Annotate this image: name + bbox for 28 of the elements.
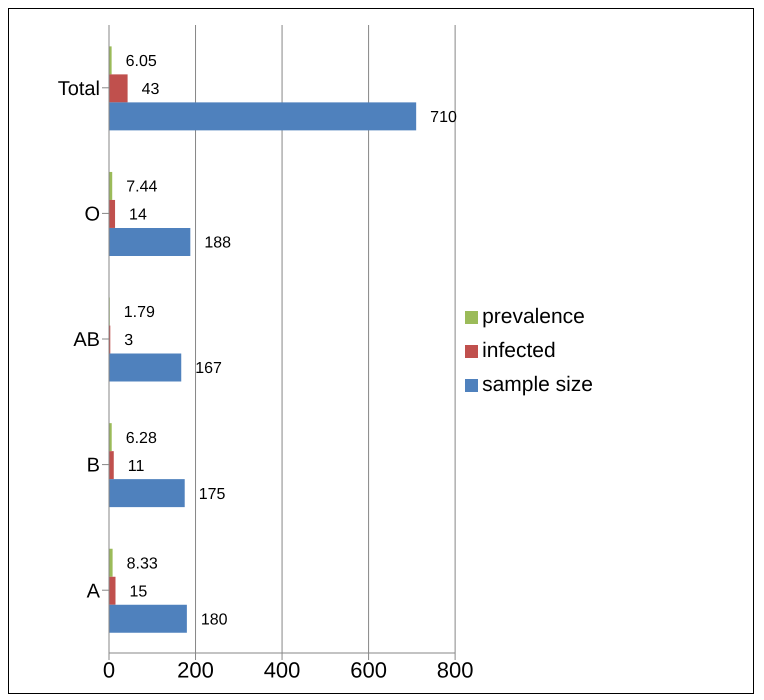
- y-tick-label: B: [86, 454, 100, 477]
- data-label: 188: [204, 234, 232, 252]
- data-label: 7.44: [126, 178, 158, 196]
- data-label: 175: [198, 486, 226, 503]
- legend-label: prevalence: [482, 305, 585, 328]
- data-label: 180: [200, 611, 228, 628]
- x-tick-label: 800: [436, 658, 474, 683]
- data-label: 3: [124, 332, 134, 350]
- data-label: 6.28: [126, 430, 157, 447]
- x-tick-label: 0: [102, 658, 116, 683]
- x-tick-label: 200: [177, 658, 214, 683]
- x-tick-label: 400: [264, 658, 300, 683]
- data-label: 15: [129, 583, 148, 600]
- data-label: 43: [142, 81, 160, 98]
- y-tick-label: A: [86, 580, 101, 602]
- data-label: 14: [129, 206, 147, 224]
- data-label: 6.05: [126, 53, 157, 70]
- y-tick-label: O: [84, 204, 100, 226]
- data-label: 710: [430, 109, 457, 126]
- data-label: 167: [195, 360, 222, 378]
- data-label: 11: [128, 458, 144, 475]
- data-label: 8.33: [126, 555, 158, 572]
- y-tick-label: Total: [58, 78, 100, 100]
- legend-label: infected: [482, 339, 556, 362]
- x-tick-label: 600: [350, 658, 387, 683]
- y-tick-label: AB: [73, 329, 100, 352]
- legend-label: sample size: [482, 373, 593, 396]
- data-label: 1.79: [124, 304, 156, 322]
